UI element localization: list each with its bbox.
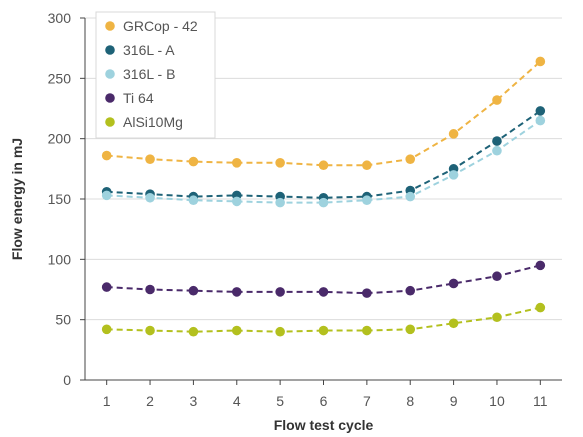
y-tick-label: 200 bbox=[48, 131, 72, 147]
data-point bbox=[318, 287, 329, 297]
legend-marker bbox=[105, 45, 115, 55]
x-tick-label: 2 bbox=[146, 393, 154, 409]
series-line bbox=[106, 60, 541, 167]
data-point bbox=[448, 170, 459, 180]
data-point bbox=[362, 325, 372, 336]
x-axis-title: Flow test cycle bbox=[274, 417, 374, 433]
data-point bbox=[188, 156, 199, 167]
series-line bbox=[106, 264, 541, 295]
data-point bbox=[448, 129, 459, 139]
data-point bbox=[231, 325, 242, 336]
legend-marker bbox=[105, 117, 115, 127]
data-point bbox=[405, 285, 416, 296]
data-point bbox=[405, 154, 416, 164]
data-point bbox=[535, 260, 546, 271]
data-point bbox=[188, 285, 199, 296]
data-point bbox=[231, 158, 242, 168]
series-line bbox=[106, 306, 541, 333]
x-tick-label: 10 bbox=[489, 393, 505, 409]
data-point bbox=[275, 197, 285, 208]
y-tick-label: 250 bbox=[48, 70, 72, 86]
data-point bbox=[101, 190, 112, 201]
series-line bbox=[106, 119, 541, 204]
data-point bbox=[188, 195, 199, 206]
data-point bbox=[492, 271, 502, 282]
data-point bbox=[492, 95, 502, 105]
data-point bbox=[448, 278, 459, 289]
data-point bbox=[535, 302, 546, 313]
data-point bbox=[188, 326, 199, 337]
axis-layer: 0 50 100 150 200 250 300 1 2 3 4 5 6 7 8 9 10 11 bbox=[48, 10, 562, 409]
legend-box bbox=[95, 11, 216, 139]
series-line bbox=[106, 110, 541, 199]
series-layer bbox=[101, 56, 546, 337]
data-point bbox=[318, 160, 329, 171]
y-tick-label: 300 bbox=[48, 10, 72, 26]
data-point bbox=[145, 284, 155, 295]
data-point bbox=[275, 287, 285, 297]
legend-label: 316L - A bbox=[123, 42, 175, 58]
data-point bbox=[318, 325, 329, 336]
series-group bbox=[101, 260, 546, 298]
data-point bbox=[101, 150, 112, 161]
data-point bbox=[405, 191, 416, 202]
series-group bbox=[101, 56, 546, 171]
x-tick-label: 7 bbox=[363, 393, 371, 409]
data-point bbox=[362, 288, 372, 298]
legend-label: Ti 64 bbox=[123, 90, 154, 106]
data-point bbox=[231, 196, 242, 207]
x-tick-label: 11 bbox=[533, 393, 548, 409]
y-tick-label: 0 bbox=[63, 372, 71, 388]
y-tick-label: 50 bbox=[55, 312, 71, 328]
data-point bbox=[145, 325, 155, 336]
data-point bbox=[405, 324, 416, 335]
x-tick-label: 5 bbox=[276, 393, 284, 409]
data-point bbox=[448, 318, 459, 329]
y-tick-label: 100 bbox=[48, 251, 72, 267]
x-tick-label: 3 bbox=[190, 393, 198, 409]
data-point bbox=[101, 324, 112, 335]
data-point bbox=[275, 326, 285, 337]
series-group bbox=[101, 115, 546, 208]
legend-label: 316L - B bbox=[123, 66, 175, 82]
data-point bbox=[145, 154, 155, 164]
data-point bbox=[101, 282, 112, 292]
series-group bbox=[101, 302, 546, 337]
data-point bbox=[492, 312, 502, 323]
data-point bbox=[535, 56, 546, 67]
legend-label: GRCop - 42 bbox=[123, 18, 198, 34]
data-point bbox=[231, 287, 242, 297]
data-point bbox=[362, 160, 372, 171]
data-point bbox=[318, 197, 329, 208]
x-tick-label: 6 bbox=[320, 393, 328, 409]
legend-label: AlSi10Mg bbox=[123, 114, 183, 130]
x-tick-label: 9 bbox=[450, 393, 458, 409]
data-point bbox=[492, 136, 502, 146]
data-point bbox=[275, 158, 285, 168]
data-point bbox=[535, 106, 546, 116]
data-point bbox=[145, 192, 155, 203]
legend: GRCop - 42 316L - A 316L - B Ti 64 AlSi10Mg bbox=[95, 11, 216, 139]
x-tick-label: 4 bbox=[233, 393, 241, 409]
data-point bbox=[535, 115, 546, 126]
x-tick-label: 8 bbox=[406, 393, 414, 409]
x-tick-label: 1 bbox=[103, 393, 111, 409]
legend-marker bbox=[105, 69, 115, 79]
y-tick-label: 150 bbox=[48, 191, 72, 207]
data-point bbox=[492, 145, 502, 156]
legend-marker bbox=[105, 93, 115, 103]
y-axis-title: Flow energy in mJ bbox=[9, 138, 25, 260]
legend-marker bbox=[105, 21, 115, 31]
data-point bbox=[362, 195, 372, 206]
